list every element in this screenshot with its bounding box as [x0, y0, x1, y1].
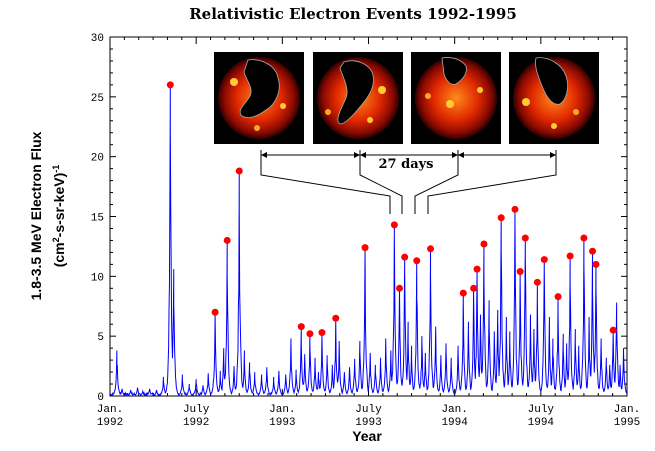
- y-axis-label: 1.8-3.5 MeV Electron Flux (cm2-s-sr-keV)…: [28, 131, 67, 300]
- x-axis-ticks: Jan.1992July1992Jan.1993July1993Jan.1994…: [97, 37, 640, 429]
- x-tick-label-line2: 1992: [97, 417, 123, 429]
- event-peak-marker: [521, 234, 529, 242]
- event-peak-marker: [235, 167, 243, 175]
- event-peak-marker: [533, 278, 541, 286]
- x-tick-label-line2: 1992: [183, 417, 209, 429]
- flux-series-line: [110, 84, 627, 396]
- x-tick-label-line1: July: [528, 404, 555, 416]
- y-tick-label: 0: [97, 392, 104, 404]
- y-tick-label: 25: [91, 93, 104, 105]
- leader-line-4: [427, 160, 557, 214]
- event-peak-marker: [459, 289, 467, 297]
- event-peak-marker: [511, 205, 519, 213]
- sun-image-1: [214, 52, 304, 144]
- chart-title: Relativistic Electron Events 1992-1995: [189, 5, 517, 23]
- sun-image-4: [509, 52, 599, 144]
- event-peak-marker: [480, 240, 488, 248]
- event-peak-markers: [166, 81, 617, 338]
- rotation-annotation: 27 days: [260, 150, 557, 214]
- x-axis-label: Year: [352, 428, 382, 444]
- event-peak-marker: [427, 245, 435, 253]
- event-peak-marker: [223, 236, 231, 244]
- x-tick-label-line1: July: [355, 404, 382, 416]
- x-tick-label-line1: July: [183, 404, 210, 416]
- event-peak-marker: [554, 293, 562, 301]
- x-tick-label-line1: Jan.: [269, 404, 295, 416]
- sun-image-sequence: [214, 52, 599, 144]
- event-peak-marker: [470, 284, 478, 292]
- event-peak-marker: [396, 284, 404, 292]
- y-tick-label: 20: [91, 153, 104, 165]
- event-peak-marker: [318, 329, 326, 337]
- event-peak-marker: [211, 308, 219, 316]
- event-peak-marker: [497, 214, 505, 222]
- x-tick-label-line2: 1994: [528, 417, 555, 429]
- leader-line-1: [260, 160, 391, 214]
- event-peak-marker: [401, 253, 409, 261]
- event-peak-marker: [473, 265, 481, 273]
- event-peak-marker: [540, 256, 548, 264]
- event-peak-marker: [580, 234, 588, 242]
- x-tick-label-line2: 1993: [269, 417, 295, 429]
- x-tick-label-line1: Jan.: [441, 404, 467, 416]
- y-axis-ticks: 0 5 10 15 20 25 30: [91, 33, 627, 404]
- event-peak-marker: [609, 326, 617, 334]
- sun-image-3: [411, 52, 501, 144]
- event-peak-marker: [413, 257, 421, 265]
- event-peak-marker: [566, 252, 574, 260]
- x-tick-label-line2: 1994: [441, 417, 468, 429]
- event-peak-marker: [516, 268, 524, 276]
- x-tick-label-line1: Jan.: [97, 404, 123, 416]
- x-tick-label-line2: 1995: [614, 417, 640, 429]
- y-axis-label-line1: 1.8-3.5 MeV Electron Flux: [28, 131, 44, 300]
- y-tick-label: 30: [91, 33, 104, 45]
- leader-line-3: [414, 160, 459, 214]
- event-peak-marker: [306, 330, 314, 338]
- leader-line-2: [359, 160, 403, 214]
- event-peak-marker: [297, 323, 305, 331]
- y-tick-label: 10: [91, 272, 104, 284]
- sun-image-2: [313, 52, 403, 144]
- event-peak-marker: [592, 260, 600, 268]
- y-tick-label: 5: [97, 332, 104, 344]
- x-tick-label-line2: 1993: [355, 417, 381, 429]
- event-peak-marker: [390, 221, 398, 229]
- event-peak-marker: [166, 81, 174, 89]
- event-peak-marker: [589, 247, 597, 255]
- event-peak-marker: [332, 314, 340, 322]
- event-peak-marker: [361, 244, 369, 252]
- x-tick-label-line1: Jan.: [614, 404, 640, 416]
- y-axis-label-line2: (cm2-s-sr-keV)-1: [51, 165, 67, 268]
- annotation-label: 27 days: [378, 157, 433, 172]
- y-tick-label: 15: [91, 213, 104, 225]
